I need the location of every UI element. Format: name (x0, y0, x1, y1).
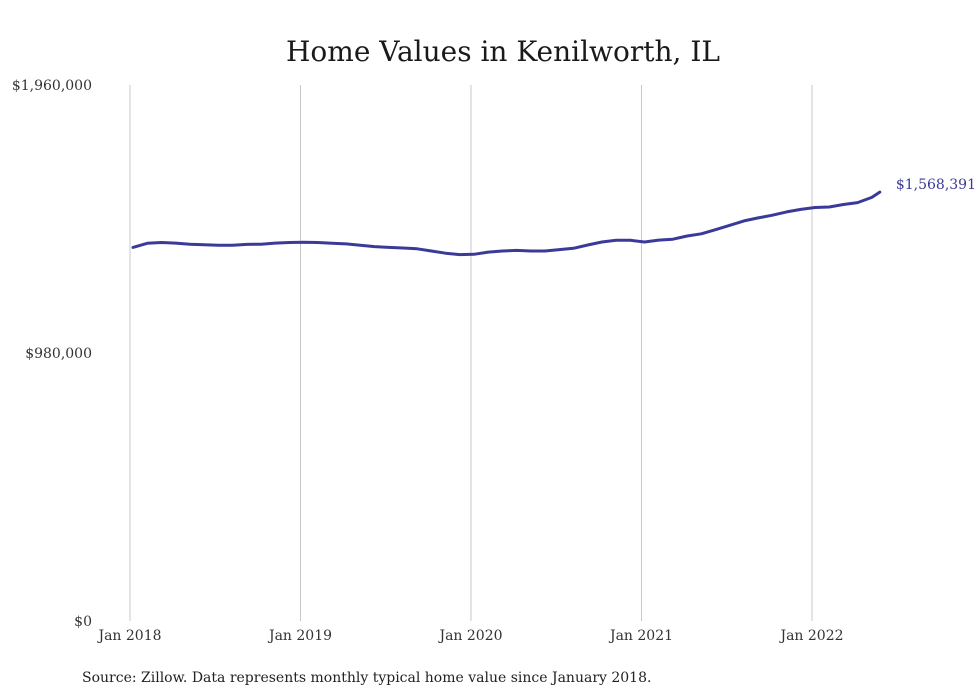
x-tick-label: Jan 2020 (437, 628, 502, 644)
y-tick-label: $0 (74, 614, 92, 630)
x-tick-label: Jan 2018 (96, 628, 161, 644)
source-note: Source: Zillow. Data represents monthly … (82, 670, 651, 686)
x-tick-label: Jan 2021 (608, 628, 673, 644)
y-tick-label: $1,960,000 (12, 78, 92, 94)
gridlines (129, 85, 813, 621)
y-axis-ticks: $0 $980,000 $1,960,000 (12, 78, 92, 630)
end-value-label: $1,568,391 (896, 177, 976, 193)
series-layer: $1,568,391 (131, 177, 976, 257)
chart-title: Home Values in Kenilworth, IL (286, 35, 720, 68)
x-axis-ticks: Jan 2018 Jan 2019 Jan 2020 Jan 2021 Jan 2022 (96, 628, 843, 644)
y-tick-label: $980,000 (25, 346, 92, 362)
x-tick-label: Jan 2022 (778, 628, 843, 644)
x-tick-label: Jan 2019 (267, 628, 332, 644)
series-line-home-value (131, 190, 882, 257)
